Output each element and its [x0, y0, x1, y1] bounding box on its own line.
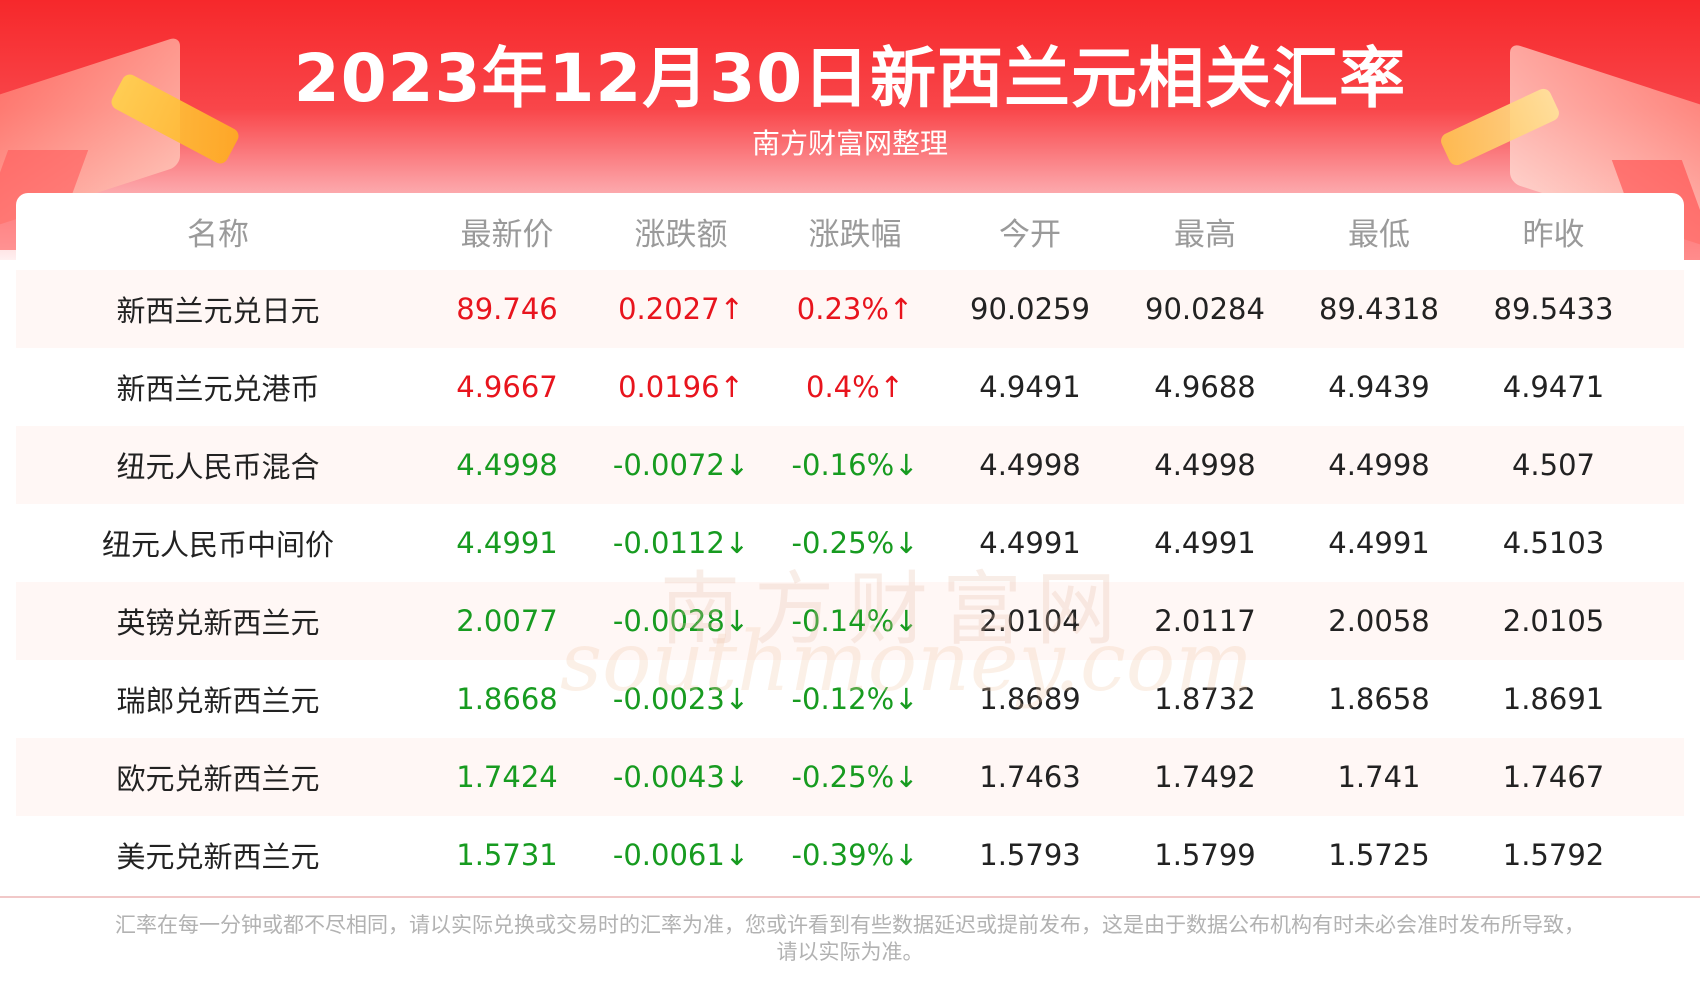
cell-latest: 4.4998 — [456, 448, 558, 482]
cell-high: 1.7492 — [1154, 760, 1256, 794]
table-row: 欧元兑新西兰元 1.7424 -0.0043↓ -0.25%↓ 1.7463 1.7492… — [16, 738, 1684, 816]
cell-name: 美元兑新西兰元 — [116, 840, 320, 874]
cell-open: 4.9491 — [979, 370, 1081, 404]
cell-change: -0.0043↓ — [612, 760, 750, 794]
cell-change-pct: 0.4%↑ — [806, 370, 904, 404]
cell-prev-close: 4.5103 — [1502, 526, 1605, 560]
cell-change-pct: -0.25%↓ — [791, 526, 919, 560]
cell-change-pct: -0.12%↓ — [791, 682, 919, 716]
cell-change: -0.0112↓ — [612, 526, 750, 560]
cell-low: 4.4998 — [1328, 448, 1430, 482]
cell-name: 欧元兑新西兰元 — [116, 762, 320, 796]
header-open: 今开 — [999, 217, 1061, 253]
cell-change: 0.0196↑ — [618, 370, 744, 404]
cell-high: 4.9688 — [1154, 370, 1256, 404]
cell-change: -0.0028↓ — [612, 604, 750, 638]
cell-change-pct: -0.16%↓ — [791, 448, 919, 482]
cell-change: 0.2027↑ — [618, 292, 744, 326]
cell-latest: 1.8668 — [456, 682, 558, 716]
cell-low: 2.0058 — [1328, 604, 1430, 638]
cell-change-pct: -0.14%↓ — [791, 604, 919, 638]
header-prev-close: 昨收 — [1522, 217, 1585, 253]
table-row: 英镑兑新西兰元 2.0077 -0.0028↓ -0.14%↓ 2.0104 2.0117… — [16, 582, 1684, 660]
cell-prev-close: 1.5792 — [1502, 838, 1605, 872]
cell-change-pct: -0.39%↓ — [791, 838, 919, 872]
cell-low: 4.4991 — [1328, 526, 1430, 560]
cell-high: 4.4991 — [1154, 526, 1256, 560]
cell-low: 1.5725 — [1328, 838, 1430, 872]
header-high: 最高 — [1174, 217, 1236, 253]
disclaimer-line-2: 请以实际为准。 — [776, 940, 924, 964]
cell-prev-close: 2.0105 — [1502, 604, 1605, 638]
cell-name: 瑞郎兑新西兰元 — [116, 684, 320, 718]
page-title: 2023年12月30日新西兰元相关汇率 — [293, 40, 1407, 117]
cell-open: 90.0259 — [970, 292, 1090, 326]
cell-name: 英镑兑新西兰元 — [116, 606, 320, 640]
cell-prev-close: 1.8691 — [1502, 682, 1605, 716]
table-row: 瑞郎兑新西兰元 1.8668 -0.0023↓ -0.12%↓ 1.8689 1.8732… — [16, 660, 1684, 738]
cell-name: 纽元人民币中间价 — [101, 528, 334, 562]
cell-prev-close: 89.5433 — [1493, 292, 1614, 326]
cell-change: -0.0023↓ — [612, 682, 750, 716]
cell-open: 1.8689 — [979, 682, 1081, 716]
header-change: 涨跌额 — [634, 217, 728, 253]
table-row: 新西兰元兑日元 89.746 0.2027↑ 0.23%↑ 90.0259 90.0284… — [16, 270, 1684, 348]
cell-latest: 2.0077 — [456, 604, 558, 638]
header-change-pct: 涨跌幅 — [808, 217, 902, 253]
cell-name: 新西兰元兑日元 — [116, 294, 320, 328]
footer-divider — [0, 896, 1700, 898]
cell-open: 4.4998 — [979, 448, 1081, 482]
cell-change-pct: 0.23%↑ — [796, 292, 914, 326]
cell-latest: 1.7424 — [456, 760, 558, 794]
cell-high: 1.5799 — [1154, 838, 1256, 872]
table-row: 纽元人民币中间价 4.4991 -0.0112↓ -0.25%↓ 4.4991 4.499… — [16, 504, 1684, 582]
table-body: 新西兰元兑日元 89.746 0.2027↑ 0.23%↑ 90.0259 90.0284… — [16, 270, 1684, 894]
cell-low: 89.4318 — [1319, 292, 1439, 326]
table-row: 美元兑新西兰元 1.5731 -0.0061↓ -0.39%↓ 1.5793 1.5799… — [16, 816, 1684, 894]
exchange-rate-table: 名称 最新价 涨跌额 涨跌幅 今开 最高 最低 昨收 新西兰元兑日元 89.746… — [16, 193, 1684, 894]
cell-low: 1.8658 — [1328, 682, 1430, 716]
header-name: 名称 — [187, 217, 249, 253]
cell-name: 新西兰元兑港币 — [116, 372, 320, 406]
table-row: 纽元人民币混合 4.4998 -0.0072↓ -0.16%↓ 4.4998 4.4998… — [16, 426, 1684, 504]
cell-low: 4.9439 — [1328, 370, 1430, 404]
cell-prev-close: 4.507 — [1511, 448, 1596, 482]
page-subtitle: 南方财富网整理 — [751, 127, 948, 160]
disclaimer: 汇率在每一分钟或都不尽相同，请以实际兑换或交易时的汇率为准，您或许看到有些数据延… — [70, 912, 1630, 966]
cell-name: 纽元人民币混合 — [116, 450, 320, 484]
cell-latest: 4.9667 — [456, 370, 558, 404]
cell-change: -0.0061↓ — [612, 838, 750, 872]
cell-high: 4.4998 — [1154, 448, 1256, 482]
disclaimer-line-1: 汇率在每一分钟或都不尽相同，请以实际兑换或交易时的汇率为准，您或许看到有些数据延… — [115, 913, 1585, 937]
cell-prev-close: 4.9471 — [1502, 370, 1605, 404]
cell-open: 1.5793 — [979, 838, 1081, 872]
cell-high: 2.0117 — [1154, 604, 1256, 638]
cell-change-pct: -0.25%↓ — [791, 760, 919, 794]
cell-latest: 89.746 — [456, 292, 558, 326]
cell-open: 1.7463 — [979, 760, 1081, 794]
cell-high: 90.0284 — [1145, 292, 1265, 326]
cell-open: 4.4991 — [979, 526, 1081, 560]
table-row: 新西兰元兑港币 4.9667 0.0196↑ 0.4%↑ 4.9491 4.9688 4.9… — [16, 348, 1684, 426]
header-latest: 最新价 — [460, 217, 554, 253]
cell-latest: 1.5731 — [456, 838, 558, 872]
table-header-row: 名称 最新价 涨跌额 涨跌幅 今开 最高 最低 昨收 — [16, 193, 1684, 270]
cell-change: -0.0072↓ — [612, 448, 750, 482]
cell-prev-close: 1.7467 — [1502, 760, 1605, 794]
cell-low: 1.741 — [1337, 760, 1421, 794]
cell-open: 2.0104 — [979, 604, 1081, 638]
header-low: 最低 — [1348, 217, 1410, 253]
cell-latest: 4.4991 — [456, 526, 558, 560]
cell-high: 1.8732 — [1154, 682, 1256, 716]
